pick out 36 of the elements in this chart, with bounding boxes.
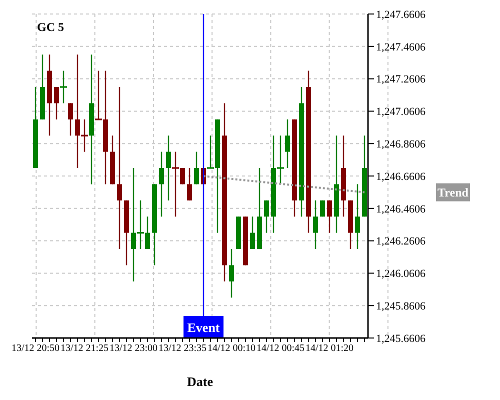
y-tick-label: 1,247.0606 <box>376 106 426 118</box>
y-tick-label: 1,246.4606 <box>376 203 426 216</box>
candlestick <box>117 86 122 250</box>
x-tick-label: 14/12 00:10 <box>207 343 256 354</box>
candlestick <box>313 200 318 250</box>
x-tick-label: 13/12 23:35 <box>158 343 207 354</box>
annotation: Event <box>187 320 220 335</box>
y-tick-label: 1,245.8606 <box>376 300 426 313</box>
x-tick-label: 13/12 21:25 <box>60 343 109 354</box>
candlestick <box>68 102 73 136</box>
x-tick-label: 14/12 01:20 <box>305 343 354 354</box>
y-tick-label: 1,246.6606 <box>376 170 426 183</box>
candlestick <box>264 200 269 234</box>
candlestick <box>250 216 255 250</box>
x-tick-label: 14/12 00:45 <box>256 343 305 354</box>
y-tick-label: 1,247.4606 <box>376 41 426 54</box>
candlestick <box>194 151 199 185</box>
x-tick-label: 13/12 23:00 <box>109 343 158 354</box>
text: Trend <box>438 185 469 200</box>
y-tick-label: 1,246.2606 <box>376 236 426 248</box>
candlestick <box>355 184 360 250</box>
y-tick-label: 1,246.8606 <box>376 138 426 151</box>
candlestick <box>166 134 171 201</box>
candlestick <box>285 118 290 169</box>
x-axis-title: Date <box>187 374 214 389</box>
candlestick <box>187 167 192 201</box>
candlestick <box>54 86 59 120</box>
y-tick-label: 1,247.6606 <box>376 8 426 21</box>
text: GC 5 <box>37 20 64 35</box>
y-tick-label: 1,247.2606 <box>376 74 426 86</box>
candlestick <box>327 200 332 234</box>
y-tick-label: 1,246.0606 <box>376 268 426 280</box>
y-tick-label: 1,245.6606 <box>376 332 426 345</box>
candlestick <box>229 248 234 298</box>
x-tick-label: 13/12 20:50 <box>11 343 60 354</box>
candlestick <box>159 151 164 218</box>
